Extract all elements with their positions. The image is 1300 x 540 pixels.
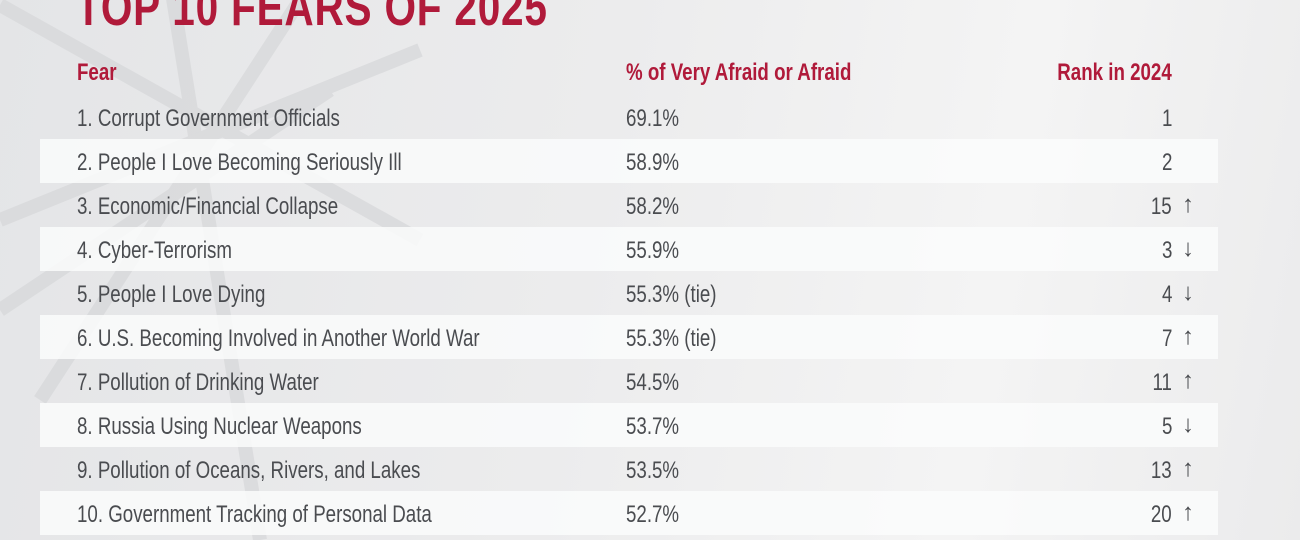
arrow-down-icon: ↓: [1182, 279, 1194, 306]
header-rank: Rank in 2024: [1057, 59, 1172, 86]
table-row: 10. Government Tracking of Personal Data…: [40, 491, 1218, 535]
rank-2024: 1: [1161, 105, 1172, 132]
fear-label: 2. People I Love Becoming Seriously Ill: [77, 149, 402, 176]
fear-label: 9. Pollution of Oceans, Rivers, and Lake…: [77, 457, 421, 484]
rank-2024: 5: [1161, 413, 1172, 440]
rank-2024: 4: [1161, 281, 1172, 308]
table-row: 6. U.S. Becoming Involved in Another Wor…: [40, 315, 1218, 359]
table-row: 9. Pollution of Oceans, Rivers, and Lake…: [40, 447, 1218, 491]
arrow-up-icon: ↑: [1182, 323, 1194, 350]
rank-2024: 3: [1161, 237, 1172, 264]
fear-label: 3. Economic/Financial Collapse: [77, 193, 339, 220]
fear-label: 1. Corrupt Government Officials: [77, 105, 340, 132]
arrow-up-icon: ↑: [1182, 367, 1194, 394]
rank-2024: 13: [1151, 457, 1172, 484]
arrow-up-icon: ↑: [1182, 499, 1194, 526]
arrow-down-icon: ↓: [1182, 411, 1194, 438]
rank-2024: 7: [1161, 325, 1172, 352]
percent-value: 58.2%: [626, 193, 680, 220]
percent-value: 53.5%: [626, 457, 680, 484]
table-row: 3. Economic/Financial Collapse 58.2% 15 ↑: [40, 183, 1218, 227]
fear-label: 4. Cyber-Terrorism: [77, 237, 232, 264]
table-row: 1. Corrupt Government Officials 69.1% 1: [40, 95, 1218, 139]
percent-value: 55.3% (tie): [626, 325, 717, 352]
fear-label: 7. Pollution of Drinking Water: [77, 369, 319, 396]
table-row: 8. Russia Using Nuclear Weapons 53.7% 5 ↓: [40, 403, 1218, 447]
fear-label: 5. People I Love Dying: [77, 281, 266, 308]
fear-label: 8. Russia Using Nuclear Weapons: [77, 413, 362, 440]
header-fear: Fear: [77, 59, 117, 86]
arrow-up-icon: ↑: [1182, 191, 1194, 218]
percent-value: 58.9%: [626, 149, 680, 176]
percent-value: 52.7%: [626, 501, 680, 528]
rank-2024: 11: [1152, 369, 1172, 396]
rank-2024: 15: [1151, 193, 1172, 220]
fear-label: 6. U.S. Becoming Involved in Another Wor…: [77, 325, 480, 352]
arrow-up-icon: ↑: [1182, 455, 1194, 482]
table-row: 4. Cyber-Terrorism 55.9% 3 ↓: [40, 227, 1218, 271]
table-row: 2. People I Love Becoming Seriously Ill …: [40, 139, 1218, 183]
rank-2024: 20: [1151, 501, 1172, 528]
percent-value: 53.7%: [626, 413, 680, 440]
fear-label: 10. Government Tracking of Personal Data: [77, 501, 432, 528]
rank-2024: 2: [1161, 149, 1172, 176]
table-row: 7. Pollution of Drinking Water 54.5% 11 ↑: [40, 359, 1218, 403]
percent-value: 69.1%: [626, 105, 680, 132]
percent-value: 55.9%: [626, 237, 680, 264]
arrow-down-icon: ↓: [1182, 235, 1194, 262]
table-row: 5. People I Love Dying 55.3% (tie) 4 ↓: [40, 271, 1218, 315]
header-percent: % of Very Afraid or Afraid: [626, 59, 852, 86]
percent-value: 54.5%: [626, 369, 680, 396]
percent-value: 55.3% (tie): [626, 281, 717, 308]
page-title: TOP 10 FEARS OF 2025: [76, 0, 548, 37]
